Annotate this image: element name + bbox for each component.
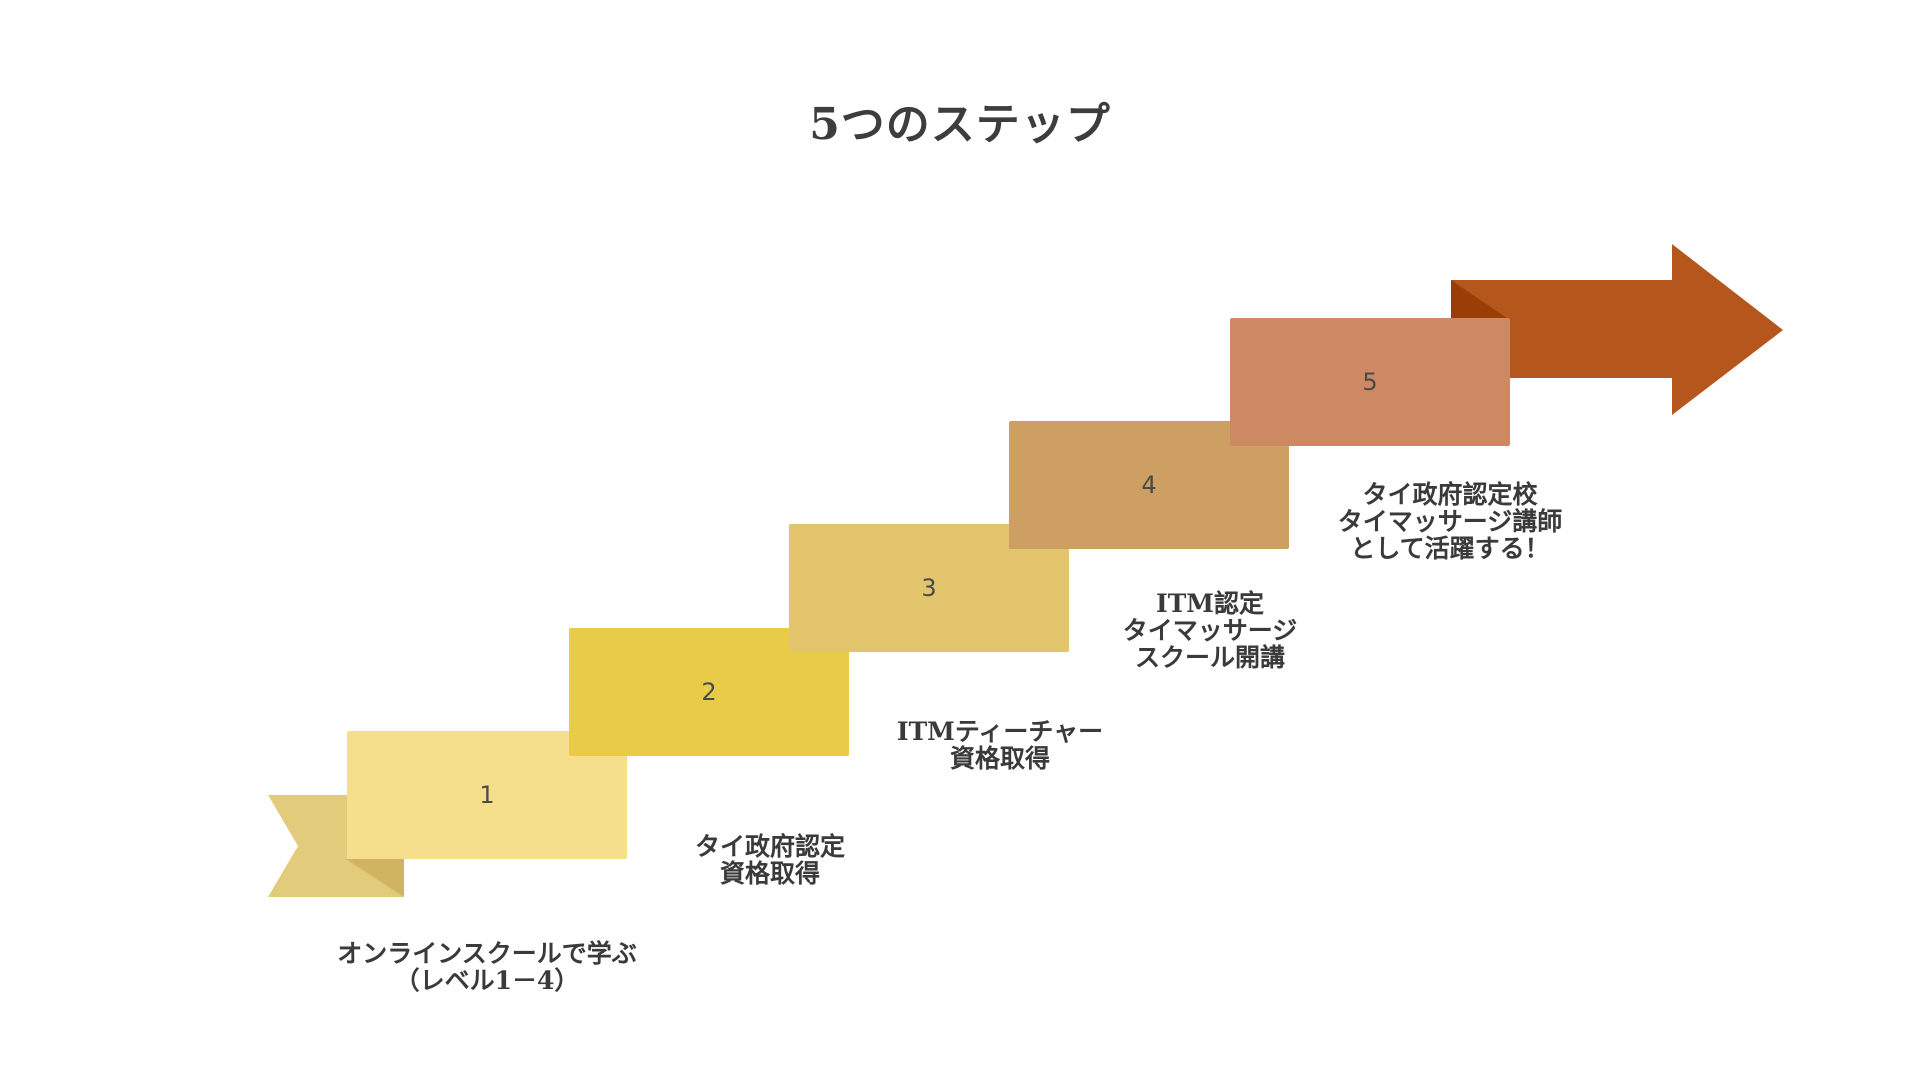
step-2-panel <box>569 628 849 756</box>
step-4-label-line: スクール開講 <box>1134 643 1285 672</box>
step-1-number: 1 <box>479 781 495 809</box>
step-1-panel <box>347 731 627 859</box>
step-2-label-line: タイ政府認定 <box>694 832 845 861</box>
step-5-number: 5 <box>1362 368 1378 396</box>
step-1-label-line: （レベル1－4） <box>394 966 580 995</box>
step-1-fold <box>348 859 404 897</box>
step-5-label-line: として活躍する！ <box>1350 534 1550 563</box>
step-4-number: 4 <box>1141 471 1157 499</box>
step-1-label: オンラインスクールで学ぶ （レベル1－4） <box>307 940 667 994</box>
step-4-label-line: タイマッサージ <box>1122 616 1298 645</box>
step-3-label-line: 資格取得 <box>949 744 1050 773</box>
step-3-number: 3 <box>921 574 937 602</box>
step-5-label-line: タイマッサージ講師 <box>1337 507 1563 536</box>
arrow-head <box>1672 244 1783 415</box>
step-5-label: タイ政府認定校 タイマッサージ講師 として活躍する！ <box>1300 481 1600 562</box>
step-2-number: 2 <box>701 678 717 706</box>
step-2-label-line: 資格取得 <box>719 859 820 888</box>
step-4-panel <box>1009 421 1289 549</box>
step-3-panel <box>789 524 1069 652</box>
diagram-title: 5つのステップ <box>809 99 1111 150</box>
step-4-label: ITM認定 タイマッサージ スクール開講 <box>1060 590 1360 671</box>
step-3-label-line: ITMティーチャー <box>896 717 1104 746</box>
arrow-fold <box>1451 280 1507 318</box>
step-3-label: ITMティーチャー 資格取得 <box>850 718 1150 772</box>
step-1-label-line: オンラインスクールで学ぶ <box>337 939 637 968</box>
step-5-label-line: タイ政府認定校 <box>1362 480 1538 509</box>
step-4-label-line: ITM認定 <box>1156 589 1264 618</box>
step-2-label: タイ政府認定 資格取得 <box>620 833 920 887</box>
step-5-panel <box>1230 318 1510 446</box>
